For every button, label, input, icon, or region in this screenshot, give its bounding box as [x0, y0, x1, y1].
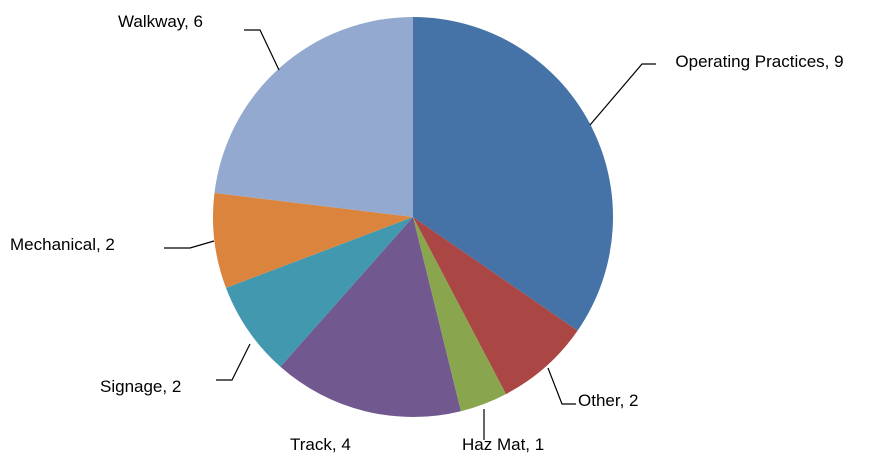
leader-line	[589, 63, 656, 126]
data-label: Walkway, 6	[118, 12, 204, 31]
leader-line	[547, 367, 576, 405]
pie-slice	[214, 17, 413, 217]
leader-lines	[164, 29, 656, 440]
pie-slice	[212, 192, 413, 288]
data-label: Operating Practices, 9	[675, 52, 844, 71]
slices	[212, 17, 613, 417]
data-label: Mechanical, 2	[10, 235, 115, 254]
leader-line	[164, 240, 215, 249]
data-label: Signage, 2	[100, 377, 182, 396]
leader-line	[216, 343, 251, 381]
data-label: Track, 4	[290, 435, 351, 454]
pie-slice	[413, 217, 506, 412]
leader-line	[244, 29, 280, 71]
data-label: Haz Mat, 1	[462, 435, 545, 454]
data-label: Other, 2	[578, 391, 639, 410]
pie-slice	[280, 217, 461, 417]
pie-slice	[413, 217, 578, 395]
pie-slice	[225, 217, 413, 367]
pie-slice	[413, 17, 613, 331]
